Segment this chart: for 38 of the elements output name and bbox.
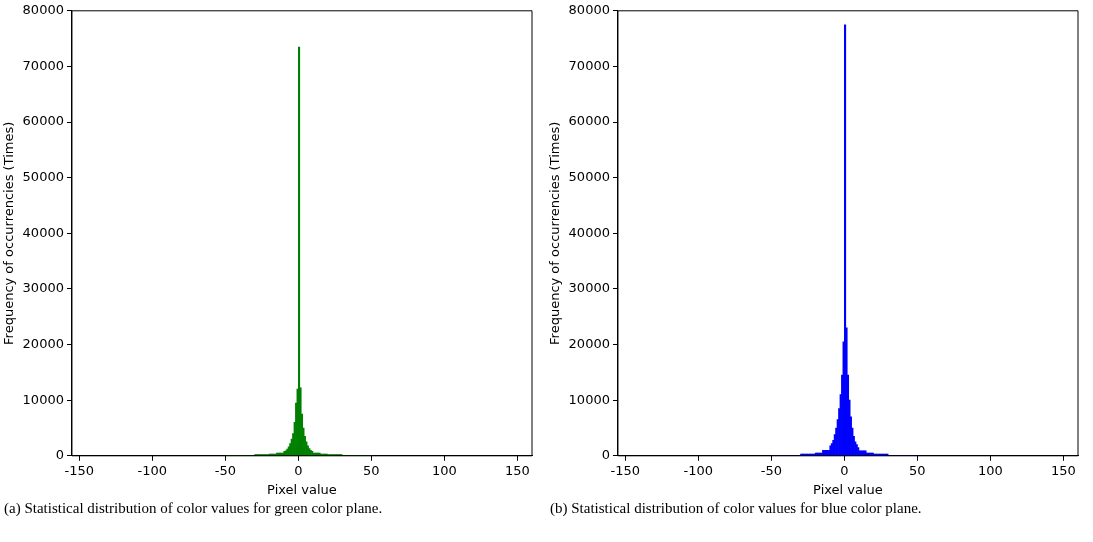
y-tick-label: 30000: [568, 280, 610, 296]
x-tick-label: 0: [294, 462, 303, 478]
y-tick-label: 40000: [568, 224, 610, 240]
y-tick-label: 50000: [22, 169, 64, 185]
y-tick-label: 10000: [22, 391, 64, 407]
x-tick-label: 50: [363, 462, 380, 478]
x-tick-label: 150: [1050, 462, 1076, 478]
text: (b) Statistical distribution of color values for blue color plane.: [550, 500, 923, 517]
x-tick-label: 150: [504, 462, 530, 478]
y-tick-label: 80000: [22, 2, 64, 18]
y-tick-label: 20000: [22, 335, 64, 351]
x-tick-label: -100: [137, 462, 168, 478]
y-tick-label: 60000: [22, 113, 64, 129]
y-tick-label: 40000: [22, 224, 64, 240]
y-tick-label: 20000: [568, 335, 610, 351]
y-tick-label: 10000: [568, 391, 610, 407]
y-tick-label: 70000: [568, 57, 610, 73]
y-axis-title: Frequency of occurrencies (Times): [547, 121, 563, 345]
y-axis-title: Frequency of occurrencies (Times): [1, 121, 17, 345]
y-tick-label: 60000: [568, 113, 610, 129]
y-tick-label: 0: [55, 447, 64, 463]
x-tick-label: -50: [760, 462, 782, 478]
y-tick-label: 70000: [22, 57, 64, 73]
text: (a) Statistical distribution of color values for green color plane.: [4, 500, 384, 517]
x-axis-title: Pixel value: [813, 481, 883, 497]
x-tick-label: 50: [909, 462, 926, 478]
x-tick-label: -100: [683, 462, 714, 478]
y-tick-label: 0: [601, 447, 610, 463]
x-tick-label: -150: [610, 462, 641, 478]
x-tick-label: -150: [64, 462, 95, 478]
x-tick-label: 100: [977, 462, 1003, 478]
y-tick-label: 30000: [22, 280, 64, 296]
x-tick-label: -50: [214, 462, 236, 478]
x-tick-label: 0: [840, 462, 849, 478]
y-tick-label: 80000: [568, 2, 610, 18]
x-tick-label: 100: [431, 462, 457, 478]
y-tick-label: 50000: [568, 169, 610, 185]
x-axis-title: Pixel value: [267, 481, 337, 497]
